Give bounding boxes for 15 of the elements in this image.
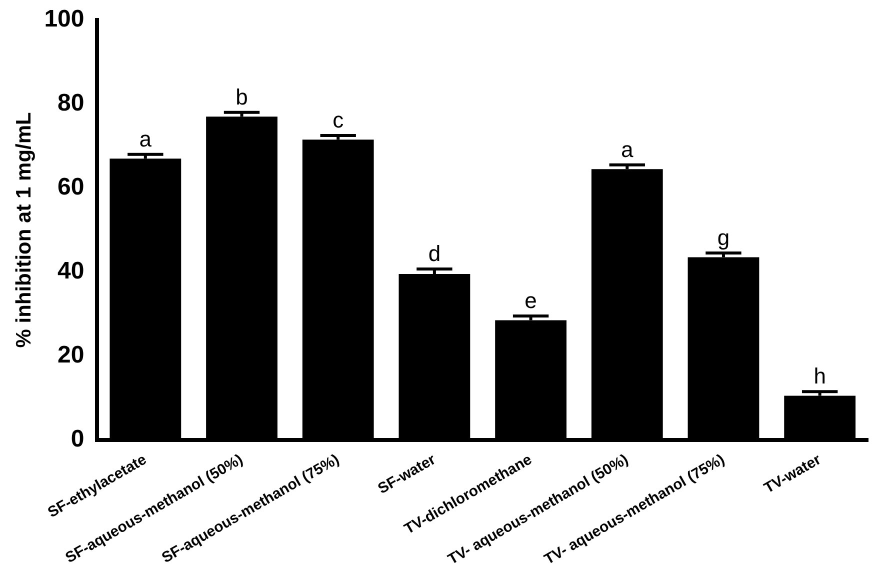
y-axis-title: % inhibition at 1 mg/mL bbox=[12, 112, 36, 348]
y-tick-label: 100 bbox=[44, 6, 84, 33]
y-tick-label: 60 bbox=[58, 174, 84, 201]
y-tick-label: 20 bbox=[58, 342, 84, 369]
annotation: h bbox=[814, 364, 826, 389]
y-tick-label: 80 bbox=[58, 90, 84, 117]
y-tick-label: 0 bbox=[70, 426, 84, 453]
annotation: e bbox=[524, 288, 537, 314]
annotation: g bbox=[717, 225, 730, 250]
y-tick-label: 40 bbox=[58, 258, 84, 285]
annotation: c bbox=[332, 108, 344, 133]
annotation: b bbox=[236, 84, 248, 110]
annotation: a bbox=[139, 126, 152, 152]
annotation: d bbox=[428, 241, 441, 266]
annotation: a bbox=[621, 136, 634, 162]
